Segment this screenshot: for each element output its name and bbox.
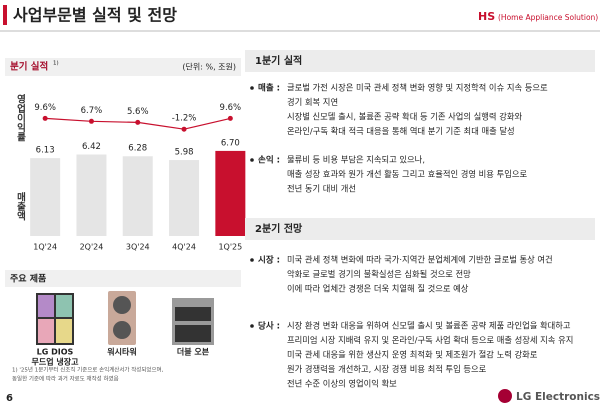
footnote: 동일한 기준에 따라 과거 자료도 재작성 하였음 [12,375,119,383]
series-name: 영업이익률 [15,93,26,142]
products-title: 주요 제품 [10,273,46,285]
item-label: 손익 : [258,155,280,166]
page-number: 6 [6,393,13,404]
point-label: -1.2% [172,114,197,124]
section-title: 2분기 전망 [255,222,303,235]
title-mark [3,5,7,25]
point [227,115,233,121]
bar [122,156,153,236]
item-line: 미국 관세 대응을 위한 생산지 운영 최적화 및 제조원가 절감 노력 강화로 [287,350,538,360]
item-line: 경기 회복 지연 [287,97,338,107]
point [181,126,187,132]
division-full: (Home Appliance Solution) [498,13,598,22]
point [135,119,141,125]
point-label: 5.6% [127,107,149,117]
section-header-bg [245,50,595,72]
section-header-bg [245,218,595,240]
item-line: 글로벌 가전 시장은 미국 관세 정책 변화 영향 및 지정학적 이슈 지속 등… [287,83,548,93]
bar [169,160,200,236]
point-label: 9.6% [220,103,242,113]
x-tick-label: 1Q'25 [218,243,242,252]
point-label: 6.7% [81,106,103,116]
item-line: 물류비 등 비용 부담은 지속되고 있으나, [287,155,425,165]
bullet [250,86,254,90]
section-title: 1분기 실적 [255,54,302,67]
product-name: 더블 오븐 [177,347,210,357]
item-label: 시장 : [258,255,280,266]
item-line: 원가 경쟁력을 개선하고, 시장 경쟁 비용 최적 투입 등으로 [287,364,487,374]
item-line: 매출 성장 효과와 원가 개선 활동 그리고 효율적인 경영 비용 투입으로 [287,169,527,179]
item-line: 프리미엄 시장 지배력 유지 및 온라인/구독 사업 확대 등으로 매출 성장세… [287,335,573,345]
bar-label: 6.28 [128,144,147,154]
x-tick-label: 2Q'24 [80,243,104,252]
product-name: 워시타워 [107,347,136,357]
fridge-image [36,293,74,345]
item-line: 전년 동기 대비 개선 [287,184,356,194]
point [88,118,94,124]
slide-title: 사업부문별 실적 및 전망 [13,6,177,25]
bar-label: 6.42 [82,142,101,152]
product-name: LG DIOS [37,348,74,357]
item-line: 악화로 글로벌 경기의 불확실성은 심화될 것으로 전망 [287,269,471,279]
bullet [250,158,254,162]
x-tick-label: 3Q'24 [126,243,150,252]
point [42,115,48,121]
bar [76,154,107,236]
item-label: 매출 : [258,83,280,94]
footnote: 1) '25년 1분기부터 신조직 기준으로 손익계산서가 작성되었으며, [12,366,164,374]
bar [215,150,246,236]
unit: (단위: %, 조원) [182,62,236,72]
item-line: 미국 관세 정책 변화에 따라 국가·지역간 분업체계에 기반한 글로벌 통상 … [287,255,553,265]
oven-image [172,298,214,345]
bar [30,158,61,236]
item-line: 전년 수준 이상의 영업이익 확보 [287,379,397,389]
logo: LG Electronics [516,391,600,403]
left-title: 분기 실적 [10,61,48,73]
bullet [250,258,254,262]
bar-label: 6.13 [36,146,55,156]
x-tick-label: 4Q'24 [172,243,196,252]
left-header-bg [5,58,241,76]
bullet [250,324,254,328]
bar-label: 6.70 [221,138,240,148]
division: HS [478,10,495,23]
item-line: 시장 환경 변화 대응을 위하여 신모델 출시 및 볼륨존 공략 제품 라인업을… [287,321,571,331]
washtower-image [108,291,136,345]
item-label: 당사 : [258,321,280,332]
products-header-bg [5,270,241,287]
x-tick-label: 1Q'24 [33,243,57,252]
series-name: 매출액 [15,191,26,221]
point-label: 9.6% [34,103,56,113]
bar-label: 5.98 [175,148,194,158]
left-title-note: 1) [53,61,59,67]
logo-mark [498,389,512,403]
item-line: 이에 따라 업체간 경쟁은 더욱 치열해 질 것으로 예상 [287,284,469,294]
item-line: 온라인/구독 확대 적극 대응을 통해 역대 분기 기준 최대 매출 달성 [287,126,515,136]
product-name: 무드업 냉장고 [32,357,80,367]
item-line: 시장별 신모델 출시, 볼륨존 공략 확대 등 기존 사업의 실행력 강화와 [287,112,522,122]
